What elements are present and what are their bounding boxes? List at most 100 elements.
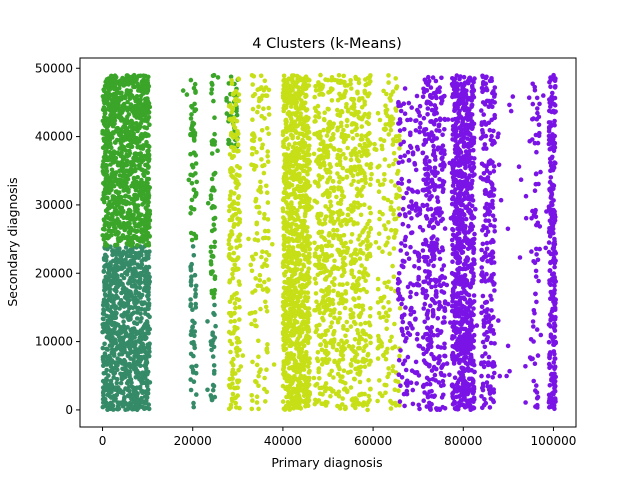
data-point	[208, 196, 214, 202]
data-point	[319, 248, 325, 253]
data-point	[359, 187, 364, 192]
data-point	[233, 305, 238, 311]
data-point	[413, 128, 419, 133]
data-point	[312, 131, 317, 137]
data-point	[263, 257, 269, 263]
data-point	[359, 263, 364, 268]
data-point	[133, 168, 138, 174]
data-point	[128, 350, 134, 355]
data-point	[368, 242, 373, 247]
data-point	[306, 306, 312, 311]
data-point	[287, 244, 292, 249]
data-point	[235, 222, 241, 227]
data-point	[271, 362, 277, 367]
data-point	[367, 130, 372, 136]
data-point	[192, 342, 197, 348]
data-point	[146, 109, 152, 115]
data-point	[414, 370, 420, 375]
data-point	[125, 362, 130, 367]
data-point	[144, 359, 149, 364]
data-point	[114, 280, 120, 286]
data-point	[383, 126, 389, 132]
data-point	[286, 89, 292, 94]
data-point	[391, 235, 397, 240]
data-point	[258, 306, 263, 312]
data-point	[296, 85, 301, 90]
data-point	[319, 362, 325, 367]
data-point	[326, 288, 332, 293]
data-point	[388, 98, 394, 103]
data-point	[317, 376, 322, 381]
data-point	[329, 243, 335, 249]
data-point	[128, 289, 133, 295]
data-point	[227, 279, 232, 285]
data-point	[325, 400, 330, 405]
data-point	[389, 114, 394, 119]
data-point	[365, 272, 371, 278]
data-point	[146, 191, 151, 196]
data-point	[287, 181, 292, 186]
data-point	[133, 155, 139, 161]
data-point	[143, 205, 149, 211]
data-point	[405, 284, 411, 290]
data-point	[234, 335, 240, 341]
data-point	[114, 126, 119, 131]
data-point	[102, 131, 108, 137]
data-point	[301, 264, 307, 269]
data-point	[212, 302, 217, 308]
data-point	[211, 371, 217, 376]
data-point	[193, 291, 198, 297]
data-point	[180, 88, 186, 93]
data-point	[104, 346, 109, 352]
data-point	[292, 294, 297, 299]
data-point	[389, 334, 394, 340]
data-point	[366, 377, 371, 383]
data-point	[125, 393, 131, 398]
data-point	[123, 372, 128, 377]
data-point	[212, 287, 218, 293]
data-point	[138, 270, 143, 276]
data-point	[364, 246, 370, 251]
data-point	[316, 134, 321, 140]
data-point	[322, 338, 327, 344]
data-point	[226, 137, 231, 143]
data-point	[262, 215, 267, 221]
data-point	[101, 356, 106, 361]
data-point	[351, 178, 356, 184]
data-point	[130, 261, 136, 266]
data-point	[265, 154, 270, 159]
data-point	[289, 101, 295, 106]
data-point	[229, 217, 235, 223]
data-point	[416, 109, 421, 115]
data-point	[123, 200, 129, 205]
data-point	[126, 344, 131, 349]
data-point	[374, 147, 379, 152]
data-point	[147, 233, 152, 239]
data-point	[147, 380, 153, 385]
data-point	[335, 97, 341, 103]
data-point	[288, 315, 294, 320]
data-point	[119, 166, 125, 171]
data-point	[135, 243, 140, 248]
data-point	[321, 147, 327, 153]
data-point	[117, 357, 123, 363]
data-point	[145, 176, 150, 182]
data-point	[396, 206, 402, 211]
data-point	[146, 255, 151, 261]
data-point	[409, 230, 415, 235]
data-point	[353, 366, 358, 372]
data-point	[306, 251, 312, 257]
data-point	[282, 279, 287, 285]
data-point	[128, 280, 133, 285]
data-point	[296, 172, 301, 178]
data-point	[416, 274, 421, 280]
data-point	[368, 210, 374, 216]
data-point	[292, 303, 298, 309]
data-point	[306, 397, 312, 403]
data-point	[413, 359, 419, 365]
data-point	[350, 311, 356, 316]
data-point	[393, 76, 399, 81]
data-point	[391, 150, 397, 156]
data-point	[231, 132, 236, 138]
data-point	[226, 241, 232, 247]
